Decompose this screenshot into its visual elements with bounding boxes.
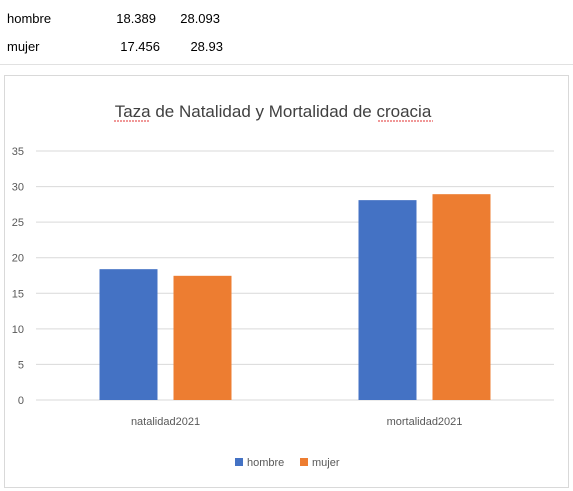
bar-mujer-natalidad2021[interactable]: [173, 275, 232, 400]
y-tick-label: 20: [12, 253, 24, 265]
cell-hombre-v1[interactable]: 18.389: [116, 11, 156, 26]
y-tick-label: 5: [18, 359, 24, 371]
x-tick-label: natalidad2021: [131, 416, 200, 428]
chart-frame[interactable]: Taza de Natalidad y Mortalidad de croaci…: [4, 75, 569, 488]
y-tick-label: 35: [12, 146, 24, 158]
cell-mujer-v1[interactable]: 17.456: [120, 39, 160, 54]
y-tick-label: 0: [18, 395, 24, 407]
y-tick-label: 10: [12, 324, 24, 336]
legend-label-hombre: hombre: [247, 457, 284, 469]
y-axis-ticks: 0 5 10 15 20 25 30 35: [12, 146, 24, 407]
bar-mujer-mortalidad2021[interactable]: [432, 194, 491, 400]
x-axis-ticks: natalidad2021 mortalidad2021: [131, 416, 462, 428]
chart-legend: hombre mujer: [235, 457, 340, 469]
chart-bars: [99, 194, 491, 400]
bar-hombre-mortalidad2021[interactable]: [358, 200, 417, 400]
x-tick-label: mortalidad2021: [387, 416, 463, 428]
cell-label-mujer[interactable]: mujer: [7, 39, 40, 54]
y-tick-label: 15: [12, 288, 24, 300]
sheet-row-divider: [0, 64, 573, 65]
legend-swatch-mujer: [300, 458, 308, 466]
legend-swatch-hombre: [235, 458, 243, 466]
cell-label-hombre[interactable]: hombre: [7, 11, 52, 26]
cell-mujer-v2[interactable]: 28.93: [190, 39, 223, 54]
chart-title: Taza de Natalidad y Mortalidad de croaci…: [115, 102, 432, 121]
y-tick-label: 25: [12, 217, 24, 229]
bar-hombre-natalidad2021[interactable]: [99, 269, 158, 400]
y-tick-label: 30: [12, 182, 24, 194]
legend-label-mujer: mujer: [312, 457, 340, 469]
bar-chart: Taza de Natalidad y Mortalidad de croaci…: [12, 102, 554, 469]
cell-hombre-v2[interactable]: 28.093: [180, 11, 220, 26]
